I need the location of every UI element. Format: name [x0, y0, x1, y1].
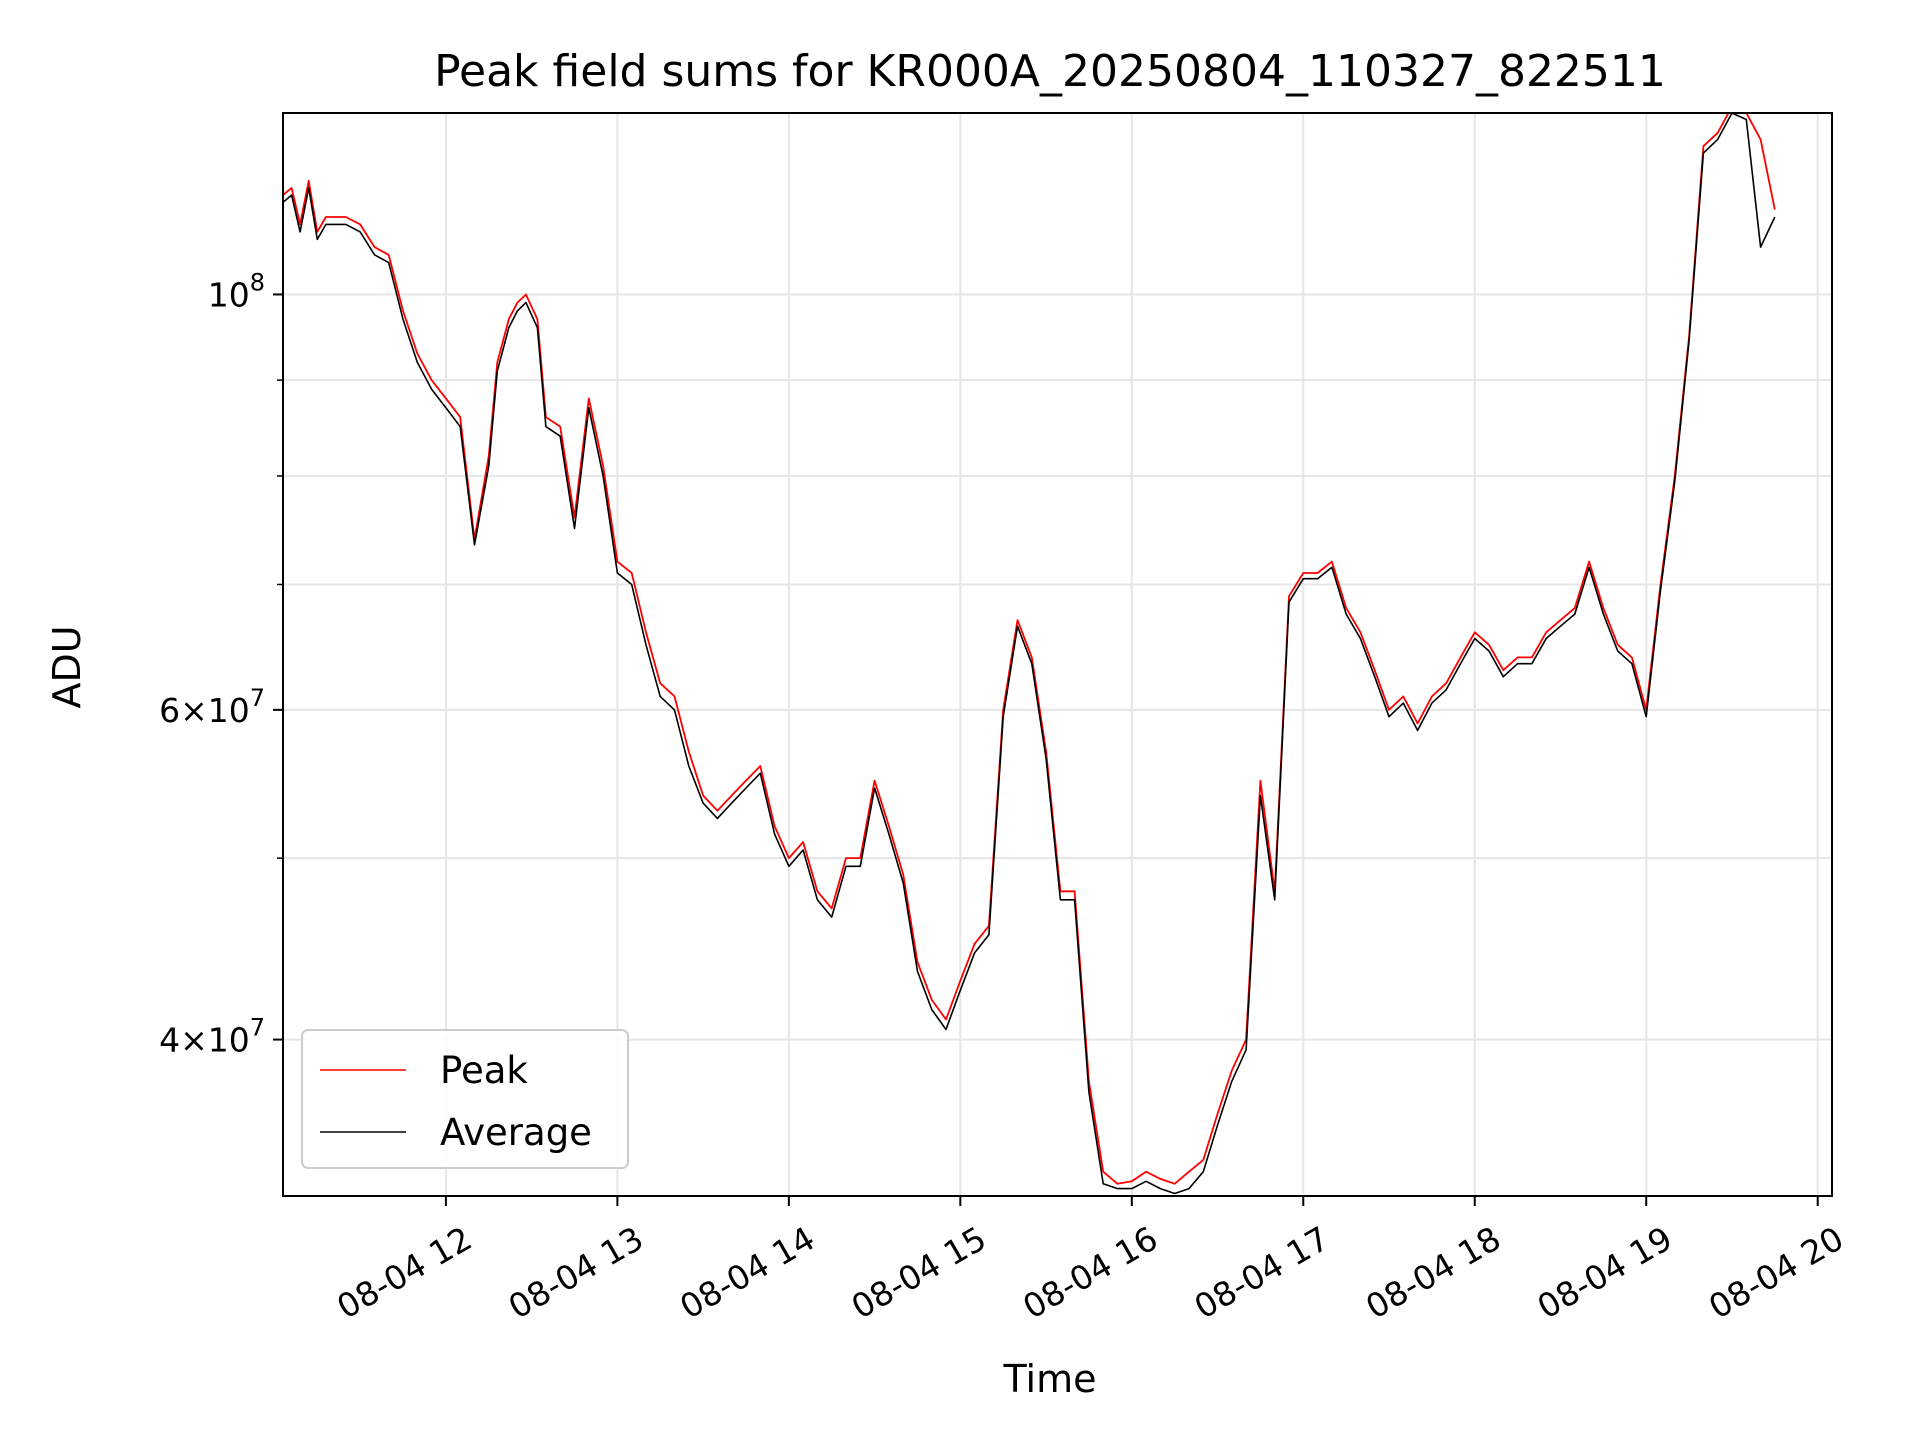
y-tick-exponent: 7 — [250, 1014, 265, 1042]
x-axis-label: Time — [1003, 1357, 1097, 1401]
y-tick-label: 108 — [208, 268, 265, 314]
axes-frame — [282, 112, 1833, 1197]
y-tick-label: 4×107 — [159, 1014, 265, 1060]
y-tick-base: 6 — [159, 691, 180, 730]
y-tick-base: 10 — [208, 275, 250, 314]
y-tick-label: 6×107 — [159, 684, 265, 730]
y-tick-exponent: 8 — [250, 268, 265, 296]
legend-box — [301, 1029, 629, 1169]
legend-label-average: Average — [440, 1111, 592, 1154]
legend-label-peak: Peak — [440, 1049, 528, 1092]
y-axis-label: ADU — [45, 625, 89, 708]
y-tick-times: ×10 — [180, 1021, 250, 1060]
chart-title: Peak field sums for KR000A_20250804_1103… — [434, 46, 1666, 97]
series-lines — [283, 113, 1776, 1195]
y-tick-times: ×10 — [180, 691, 250, 730]
legend: Peak Average — [301, 1029, 629, 1169]
y-tick-base: 4 — [159, 1021, 180, 1060]
y-tick-exponent: 7 — [250, 684, 265, 712]
series-line-average — [283, 113, 1776, 1195]
